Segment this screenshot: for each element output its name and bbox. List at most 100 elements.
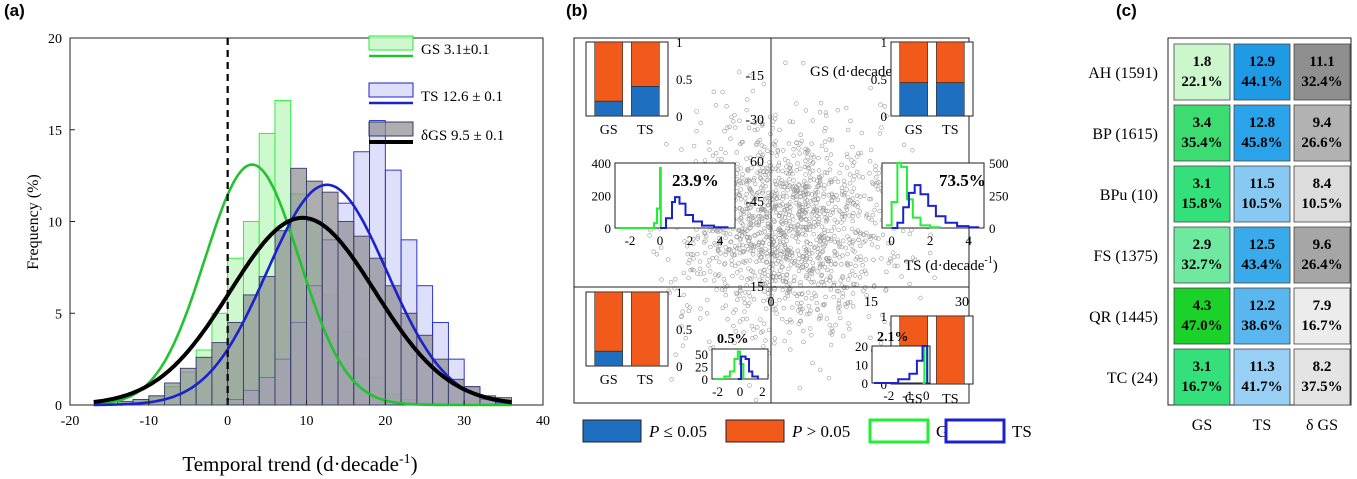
scatter-point — [857, 275, 863, 280]
scatter-point — [774, 182, 779, 188]
scatter-point — [707, 269, 713, 274]
dgs-histogram-bar — [195, 356, 213, 406]
scatter-point — [784, 194, 789, 199]
scatter-point — [745, 177, 750, 183]
scatter-point — [772, 336, 777, 341]
scatter-point — [798, 132, 803, 138]
scatter-point — [834, 288, 840, 294]
scatter-point — [694, 129, 699, 134]
scatter-point — [816, 216, 822, 222]
scatter-point — [806, 276, 811, 281]
table-cell — [1233, 104, 1291, 162]
scatter-point — [773, 230, 778, 235]
scatter-point — [707, 258, 712, 263]
scatter-point — [810, 260, 815, 266]
scatter-point — [737, 217, 742, 222]
scatter-point — [811, 154, 817, 160]
scatter-point — [744, 181, 749, 187]
scatter-point — [748, 73, 753, 78]
scatter-point — [821, 194, 826, 199]
scatter-point — [784, 272, 790, 277]
scatter-point — [738, 180, 743, 186]
scatter-point — [781, 255, 787, 260]
scatter-point — [797, 151, 802, 156]
scatter-point — [848, 261, 853, 267]
scatter-point — [910, 148, 915, 153]
table-cell-trend: 12.2 — [1249, 298, 1275, 314]
scatter-point — [822, 183, 827, 188]
scatter-point — [780, 202, 785, 207]
scatter-point — [738, 166, 743, 171]
scatter-point — [772, 116, 778, 121]
x-tick-label: 20 — [378, 414, 392, 429]
mini-x-tick-label: -2 — [625, 233, 636, 248]
scatter-point — [856, 213, 861, 218]
table-cell-trend: 11.5 — [1249, 176, 1274, 192]
x-tick-label: -20 — [61, 414, 80, 429]
scatter-point — [790, 119, 795, 125]
scatter-point — [814, 201, 819, 206]
scatter-point — [851, 281, 856, 287]
scatter-point — [856, 237, 861, 242]
nonsignificant-bar — [899, 41, 928, 84]
scatter-point — [801, 182, 806, 188]
scatter-point — [808, 241, 813, 247]
scatter-point — [821, 186, 827, 191]
scatter-point — [757, 247, 762, 253]
scatter-point — [697, 266, 703, 271]
scatter-point — [799, 291, 805, 296]
scatter-point — [710, 153, 716, 158]
gs-axis-tick-label: 15 — [750, 280, 764, 295]
proportion-tick-label: 1 — [676, 35, 683, 50]
scatter-point — [760, 188, 766, 194]
scatter-point — [831, 225, 837, 230]
table-cell — [1173, 348, 1231, 406]
scatter-point — [843, 245, 848, 251]
scatter-point — [816, 255, 821, 260]
scatter-point — [888, 256, 893, 261]
mini-x-tick-label: -2 — [712, 384, 723, 399]
scatter-point — [746, 266, 751, 271]
panel-a-label: (a) — [4, 1, 25, 20]
scatter-point — [787, 330, 792, 335]
scatter-point — [830, 210, 836, 215]
scatter-point — [845, 195, 851, 200]
scatter-point — [754, 141, 759, 146]
scatter-point — [772, 250, 778, 255]
scatter-point — [806, 304, 811, 309]
scatter-point — [787, 119, 792, 124]
scatter-point — [809, 251, 815, 256]
scatter-point — [814, 214, 820, 219]
y-tick-label: 0 — [55, 399, 62, 414]
scatter-point — [868, 196, 874, 202]
scatter-point — [847, 213, 852, 218]
scatter-point — [804, 239, 809, 244]
scatter-point — [808, 158, 813, 164]
mini-x-tick-label: 0 — [888, 233, 895, 248]
scatter-point — [767, 195, 773, 200]
scatter-point — [866, 216, 872, 221]
scatter-point — [717, 259, 722, 265]
table-cell-percent: 15.8% — [1181, 196, 1222, 212]
scatter-point — [706, 140, 712, 145]
scatter-point — [744, 107, 749, 113]
scatter-point — [819, 279, 824, 285]
scatter-point — [851, 200, 856, 206]
scatter-point — [869, 217, 874, 223]
scatter-point — [732, 252, 738, 258]
scatter-point — [758, 247, 764, 253]
scatter-point — [817, 177, 823, 183]
mini-y-tick-label: 20 — [855, 339, 868, 354]
table-cell — [1173, 165, 1231, 223]
scatter-point — [828, 275, 833, 280]
scatter-point — [733, 307, 738, 312]
scatter-point — [846, 277, 851, 282]
scatter-point — [707, 339, 712, 345]
scatter-point — [777, 127, 782, 133]
scatter-point — [867, 159, 873, 164]
scatter-point — [823, 147, 829, 153]
scatter-point — [828, 274, 833, 279]
scatter-point — [843, 205, 849, 210]
table-cell — [1233, 226, 1291, 284]
x-tick-label: 30 — [457, 414, 471, 429]
